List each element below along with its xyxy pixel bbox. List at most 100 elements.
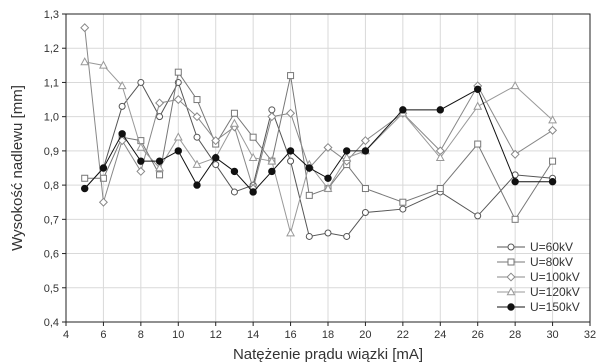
data-point <box>155 157 164 165</box>
legend-item: U=150kV <box>497 300 580 314</box>
legend-marker <box>507 303 515 311</box>
data-point <box>343 147 351 155</box>
legend-item: U=60kV <box>497 240 573 254</box>
data-point <box>174 147 182 155</box>
data-point <box>436 185 444 193</box>
data-point <box>173 95 183 105</box>
y-tick-label: 0,8 <box>44 180 59 192</box>
legend-marker <box>507 258 515 266</box>
y-tick-label: 0,6 <box>44 249 59 261</box>
data-point <box>248 152 258 162</box>
data-point <box>474 212 482 220</box>
legend-marker <box>507 243 515 251</box>
data-point <box>117 81 127 90</box>
y-tick-label: 0,4 <box>44 317 59 329</box>
y-tick-label: 1,3 <box>44 9 59 21</box>
y-tick-label: 1,0 <box>44 112 59 124</box>
y-axis-label: Wysokość nadlewu [mm] <box>9 85 26 251</box>
x-tick-label: 4 <box>63 329 69 341</box>
data-point <box>435 152 445 162</box>
data-point <box>173 132 183 141</box>
data-point <box>230 109 238 117</box>
y-tick-label: 0,5 <box>44 283 59 295</box>
y-tick-label: 0,7 <box>44 214 59 226</box>
data-point <box>156 171 164 179</box>
data-point <box>230 188 238 196</box>
x-tick-label: 16 <box>284 329 296 341</box>
data-point <box>474 140 482 148</box>
data-point <box>118 102 126 110</box>
data-point <box>249 188 257 196</box>
data-point <box>510 149 520 159</box>
data-point <box>193 181 201 189</box>
legend-label: U=120kV <box>530 285 580 299</box>
y-tick-label: 0,9 <box>44 146 59 158</box>
data-point <box>287 157 295 165</box>
data-point <box>118 130 126 138</box>
data-point <box>268 106 276 114</box>
y-tick-label: 1,1 <box>44 77 59 89</box>
data-point <box>98 60 108 69</box>
data-point <box>99 164 108 172</box>
data-point <box>155 98 165 108</box>
data-point <box>305 232 313 240</box>
data-point <box>360 136 370 146</box>
data-point <box>212 154 220 162</box>
data-point <box>343 232 351 240</box>
x-tick-label: 10 <box>172 329 184 341</box>
x-tick-label: 14 <box>247 329 259 341</box>
legend-label: U=150kV <box>530 300 580 314</box>
data-point <box>511 177 519 186</box>
x-tick-label: 6 <box>100 329 106 341</box>
data-point <box>230 167 239 176</box>
data-point <box>549 157 557 165</box>
data-point <box>324 174 332 182</box>
data-point <box>137 157 145 165</box>
data-point <box>229 118 239 127</box>
data-point <box>136 142 146 151</box>
data-point <box>156 113 164 121</box>
data-point <box>399 205 407 213</box>
data-point <box>436 106 444 114</box>
data-point <box>305 164 313 172</box>
axis-ticks: 4 6 8 10 12 14 16 18 20 22 24 26 28 30 32 0,4 0,5 0,6 0,7 0… <box>44 9 596 341</box>
data-point <box>249 133 257 141</box>
x-tick-label: 24 <box>434 329 446 341</box>
x-tick-label: 8 <box>138 329 144 341</box>
x-tick-label: 28 <box>509 329 521 341</box>
data-point <box>361 147 370 155</box>
data-point <box>473 101 483 110</box>
legend-marker <box>506 272 516 282</box>
data-point <box>548 115 558 124</box>
data-point <box>342 152 352 162</box>
legend-label: U=100kV <box>530 270 580 284</box>
data-point <box>323 183 333 192</box>
x-axis-label: Natężenie prądu wiązki [mA] <box>233 346 423 363</box>
data-point <box>324 229 332 237</box>
data-point <box>305 191 313 199</box>
data-point <box>80 57 90 66</box>
data-point <box>286 108 296 118</box>
data-point <box>286 228 296 237</box>
data-point <box>80 23 90 33</box>
data-point <box>192 112 202 122</box>
data-point <box>174 68 182 76</box>
x-tick-label: 12 <box>210 329 222 341</box>
y-tick-label: 1,2 <box>44 43 59 55</box>
x-tick-label: 22 <box>397 329 409 341</box>
data-point <box>399 198 407 206</box>
data-point <box>268 167 276 176</box>
x-tick-label: 18 <box>322 329 334 341</box>
data-point <box>211 136 221 146</box>
data-point <box>193 133 201 141</box>
data-point <box>212 161 220 169</box>
data-point <box>474 85 482 93</box>
series-u-150kv <box>81 85 557 196</box>
data-point <box>510 81 520 90</box>
data-point <box>548 177 557 186</box>
data-point <box>81 174 89 182</box>
legend-label: U=80kV <box>530 255 573 269</box>
data-point <box>323 142 333 152</box>
